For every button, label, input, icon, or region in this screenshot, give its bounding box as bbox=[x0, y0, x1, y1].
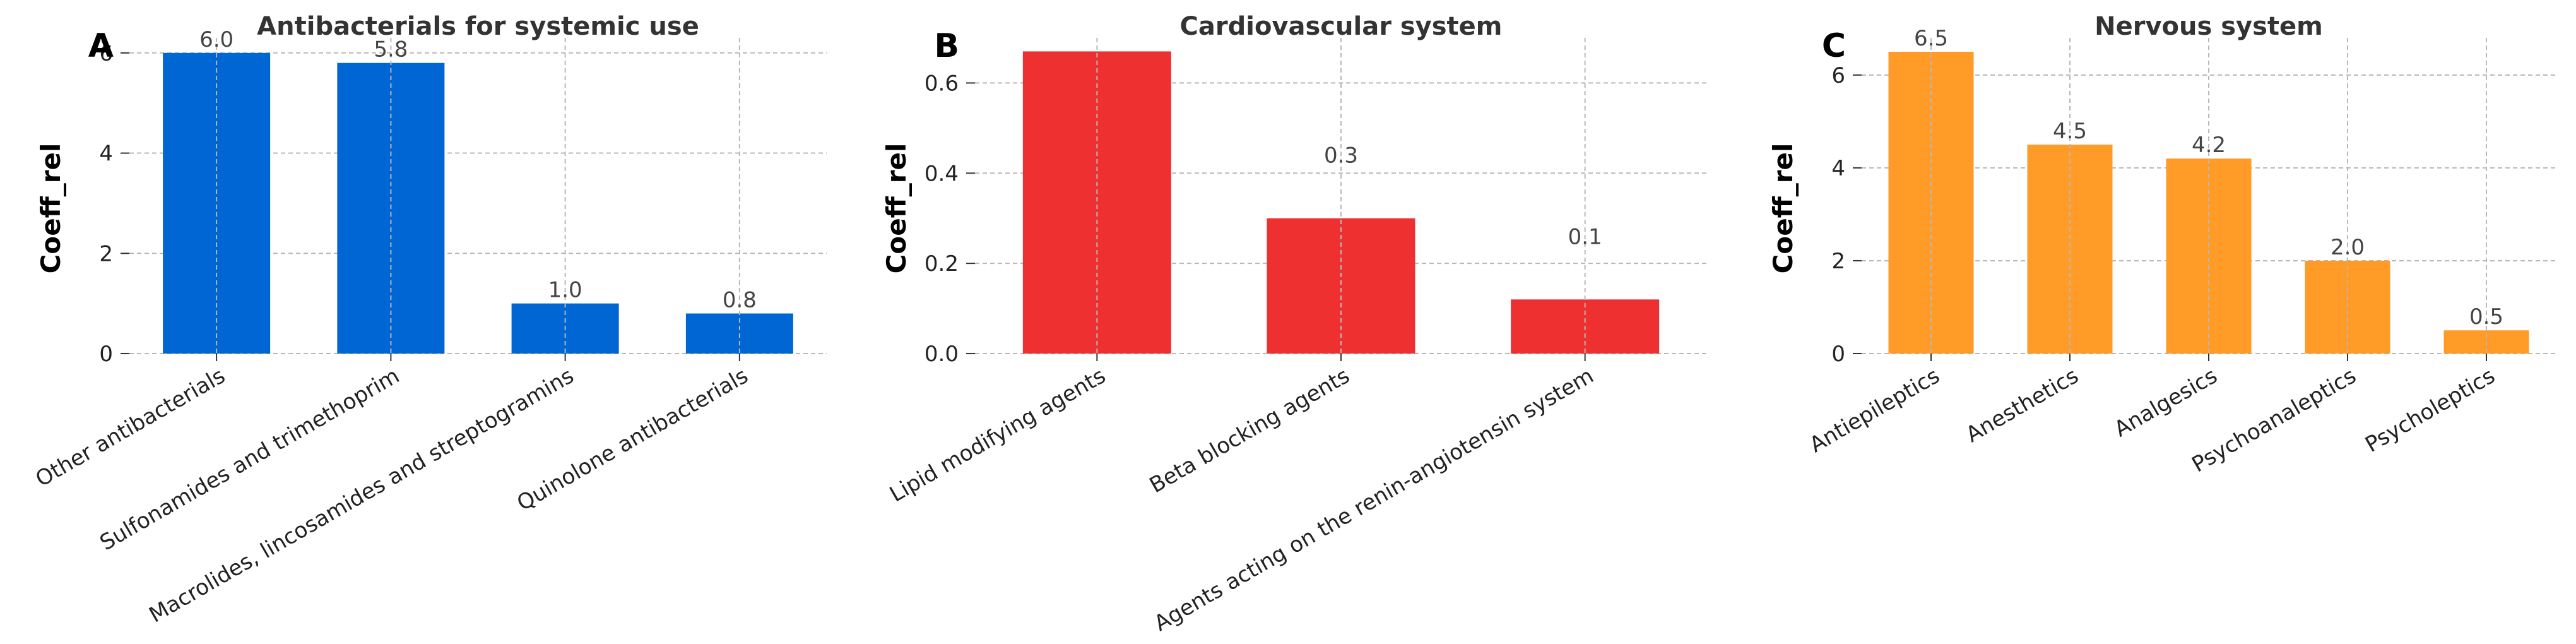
panel-b-data-label: 0.3 bbox=[1324, 143, 1358, 169]
panel-a-data-label: 0.8 bbox=[723, 288, 757, 313]
panel-c-data-label: 2.0 bbox=[2331, 235, 2365, 260]
panel-c-xtick-label: Analgesics bbox=[2110, 363, 2222, 442]
panel-b-title: Cardiovascular system bbox=[1180, 12, 1503, 41]
panel-a-ytick-label: 0 bbox=[99, 342, 113, 367]
panel-a-ytick-label: 6 bbox=[99, 41, 113, 66]
panel-c-letter: C bbox=[1822, 27, 1846, 65]
panel-c-data-label: 4.5 bbox=[2053, 119, 2087, 144]
panel-b-ytick-label: 0.2 bbox=[925, 251, 959, 277]
panel-a-title: Antibacterials for systemic use bbox=[257, 12, 699, 41]
panel-a-data-label: 1.0 bbox=[548, 278, 582, 303]
panel-c-title: Nervous system bbox=[2094, 12, 2323, 41]
panel-a-data-label: 6.0 bbox=[199, 27, 233, 52]
panel-b-xtick-label: Beta blocking agents bbox=[1145, 363, 1354, 498]
panel-a-ylabel: Coeff_rel bbox=[35, 143, 66, 274]
panel-a-letter: A bbox=[88, 27, 114, 65]
panel-c-data-label: 0.5 bbox=[2469, 304, 2503, 330]
panel-c-data-label: 4.2 bbox=[2192, 133, 2226, 158]
panel-c-ylabel: Coeff_rel bbox=[1768, 143, 1799, 274]
panel-b-ylabel: Coeff_rel bbox=[881, 143, 912, 274]
panel-b-letter: B bbox=[934, 27, 959, 65]
panel-b-bar bbox=[1022, 51, 1171, 354]
panel-c-bar bbox=[1888, 52, 1974, 354]
panel-c-bar bbox=[2166, 158, 2252, 354]
panel-b-ytick-label: 0.6 bbox=[925, 71, 959, 96]
panel-b-bar bbox=[1267, 218, 1415, 354]
panel-c-xtick-label: Antiepileptics bbox=[1805, 363, 1944, 458]
panel-b-ytick-label: 0.4 bbox=[925, 161, 959, 186]
panel-a-data-label: 5.8 bbox=[374, 37, 408, 63]
panel-c-ytick-label: 4 bbox=[1831, 156, 1845, 181]
panel-a-xtick-label: Other antibacterials bbox=[32, 363, 230, 492]
panel-c-ytick-label: 6 bbox=[1831, 63, 1845, 88]
panel-b-data-label: 0.1 bbox=[1568, 224, 1602, 249]
panel-b-xtick-label: Lipid modifying agents bbox=[885, 363, 1110, 507]
panel-a-ytick-label: 4 bbox=[99, 141, 113, 167]
panel-c-xtick-label: Psycholeptics bbox=[2361, 363, 2499, 458]
panel-c-ytick-label: 2 bbox=[1831, 249, 1845, 274]
panel-a-xtick-label: Sulfonamides and trimethoprim bbox=[96, 363, 404, 556]
panel-c-ytick-label: 0 bbox=[1831, 342, 1845, 367]
panel-b-xtick-label: Agents acting on the renin-angiotensin s… bbox=[1150, 363, 1598, 636]
panel-a-bar bbox=[163, 52, 271, 354]
panel-b-ytick-label: 0.0 bbox=[925, 342, 959, 367]
panel-b-data-label: 0.7 bbox=[1080, 0, 1114, 1]
panel-c-xtick-label: Anesthetics bbox=[1962, 363, 2083, 448]
panel-a-ytick-label: 2 bbox=[99, 241, 113, 266]
panel-c-data-label: 6.5 bbox=[1914, 26, 1948, 51]
